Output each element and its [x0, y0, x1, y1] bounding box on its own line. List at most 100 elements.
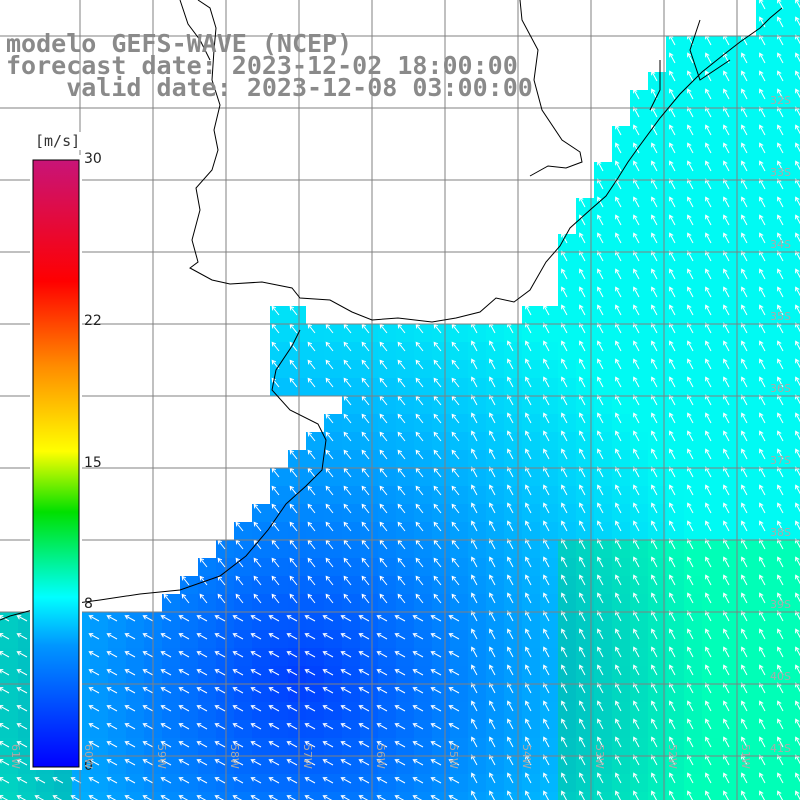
- wind-arrow: [759, 754, 766, 766]
- wind-arrow: [741, 268, 748, 280]
- wind-arrow: [777, 664, 784, 676]
- wind-arrow: [430, 759, 442, 766]
- wind-arrow: [741, 322, 748, 334]
- speed-cell: [432, 792, 450, 800]
- wind-arrow: [687, 412, 694, 424]
- wind-arrow: [777, 340, 784, 352]
- wind-arrow: [687, 718, 694, 730]
- wind-arrow: [795, 484, 800, 495]
- wind-arrow: [597, 358, 604, 370]
- wind-arrow: [741, 448, 748, 460]
- wind-arrow: [307, 503, 316, 514]
- wind-arrow: [561, 520, 568, 532]
- wind-arrow: [705, 178, 712, 190]
- wind-arrow: [361, 485, 370, 496]
- wind-arrow: [705, 214, 712, 226]
- wind-arrow: [741, 178, 748, 190]
- wind-arrow: [777, 466, 784, 478]
- wind-arrow: [741, 484, 748, 496]
- wind-arrow: [178, 687, 190, 694]
- wind-arrow: [633, 412, 640, 424]
- wind-arrow: [250, 777, 262, 784]
- wind-arrow: [489, 322, 496, 334]
- wind-arrow: [615, 700, 622, 712]
- wind-arrow: [160, 651, 172, 658]
- wind-arrow: [525, 646, 532, 658]
- wind-arrow: [471, 538, 478, 550]
- speed-cell: [792, 558, 800, 576]
- wind-arrow: [687, 340, 694, 352]
- wind-arrow: [723, 520, 730, 532]
- speed-cell: [792, 216, 800, 234]
- speed-cell: [198, 792, 216, 800]
- wind-arrow: [579, 700, 586, 712]
- wind-arrow: [651, 376, 658, 388]
- wind-arrow: [669, 754, 676, 766]
- wind-arrow: [250, 741, 262, 748]
- wind-arrow: [687, 376, 694, 388]
- wind-arrow: [579, 646, 586, 658]
- wind-arrow: [340, 615, 352, 622]
- wind-arrow: [777, 286, 784, 298]
- wind-arrow: [325, 359, 334, 370]
- longitude-label: 51W: [739, 744, 752, 769]
- wind-arrow: [433, 593, 442, 604]
- wind-arrow: [214, 741, 226, 748]
- wind-arrow: [777, 376, 784, 388]
- speed-cell: [702, 792, 720, 800]
- wind-arrow: [615, 556, 622, 568]
- wind-arrow: [633, 646, 640, 658]
- wind-arrow: [397, 449, 406, 460]
- wind-arrow: [597, 574, 604, 586]
- wind-arrow: [142, 651, 154, 658]
- speed-cell: [126, 792, 144, 800]
- wind-arrow: [235, 593, 244, 604]
- wind-arrow: [561, 736, 568, 748]
- wind-arrow: [232, 669, 244, 676]
- wind-arrow: [633, 592, 640, 604]
- wind-arrow: [0, 651, 10, 658]
- wind-arrow: [361, 377, 370, 388]
- wind-arrow: [507, 502, 514, 514]
- wind-arrow: [451, 557, 460, 568]
- wind-arrow: [777, 556, 784, 568]
- wind-arrow: [507, 628, 514, 640]
- wind-arrow: [669, 304, 676, 316]
- wind-arrow: [777, 772, 784, 784]
- wind-arrow: [723, 268, 730, 280]
- wind-arrow: [232, 615, 244, 622]
- wind-arrow: [795, 214, 800, 225]
- wind-arrow: [340, 759, 352, 766]
- wind-arrow: [433, 503, 442, 514]
- wind-arrow: [759, 34, 766, 46]
- speed-cell: [792, 486, 800, 504]
- wind-arrow: [615, 718, 622, 730]
- wind-arrow: [759, 0, 766, 10]
- wind-arrow: [687, 430, 694, 442]
- wind-arrow: [0, 759, 10, 766]
- wind-arrow: [124, 759, 136, 766]
- wind-arrow: [759, 718, 766, 730]
- wind-arrow: [250, 615, 262, 622]
- wind-arrow: [507, 394, 514, 406]
- wind-arrow: [597, 322, 604, 334]
- wind-arrow: [343, 341, 352, 352]
- wind-arrow: [759, 196, 766, 208]
- wind-arrow: [759, 502, 766, 514]
- wind-arrow: [471, 430, 478, 442]
- wind-arrow: [253, 521, 262, 532]
- colorbar-tick-label: 15: [84, 454, 102, 471]
- wind-arrow: [507, 556, 514, 568]
- wind-arrow: [52, 795, 63, 800]
- wind-arrow: [525, 520, 532, 532]
- wind-arrow: [433, 521, 442, 532]
- wind-arrow: [214, 633, 226, 640]
- wind-arrow: [561, 538, 568, 550]
- wind-arrow: [579, 268, 586, 280]
- wind-arrow: [777, 250, 784, 262]
- wind-arrow: [741, 556, 748, 568]
- wind-arrow: [705, 700, 712, 712]
- wind-arrow: [358, 795, 369, 800]
- wind-arrow: [343, 557, 352, 568]
